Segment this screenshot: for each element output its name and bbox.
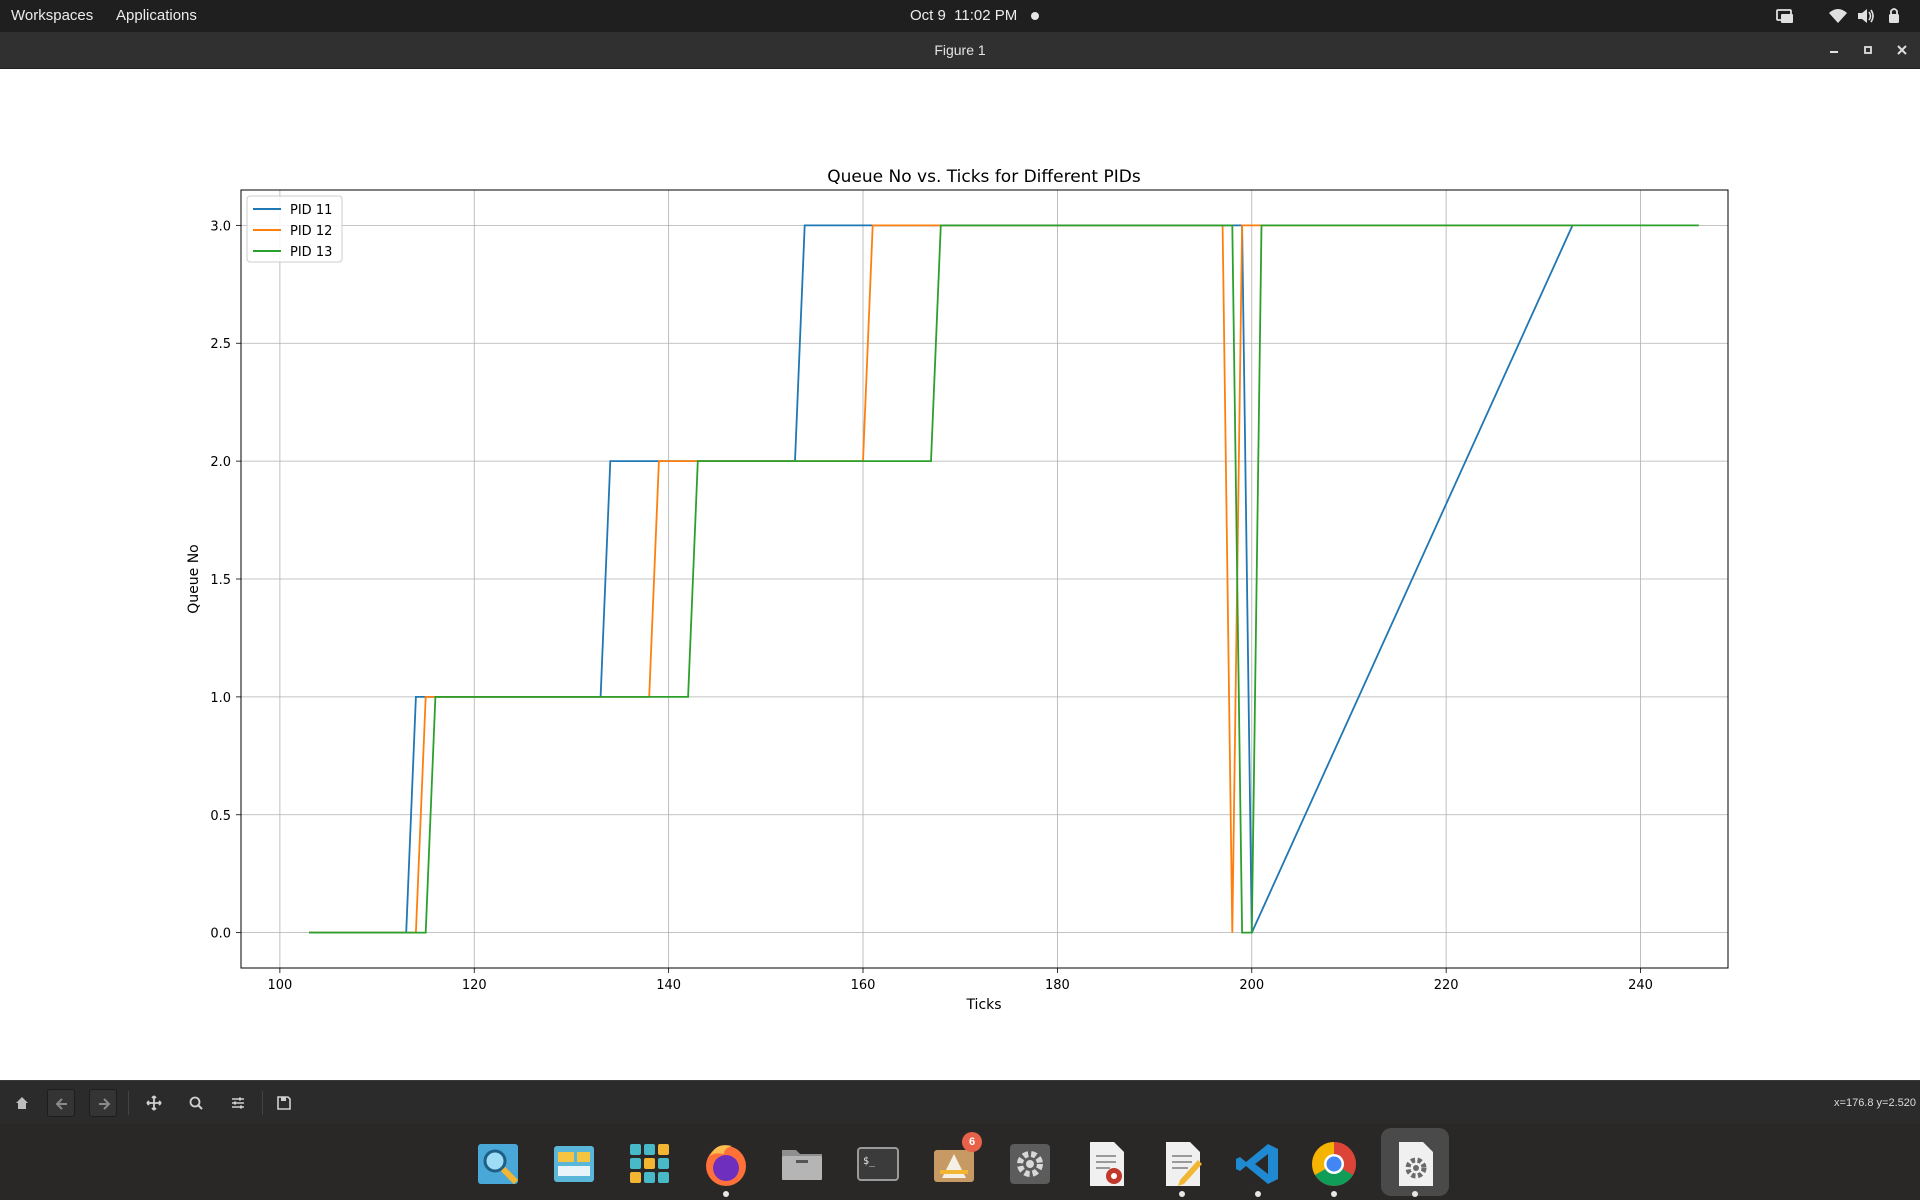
legend-label: PID 12 <box>290 224 332 239</box>
series-lines <box>309 224 1699 934</box>
files-app-icon <box>782 1150 822 1180</box>
x-tick-label: 220 <box>1434 978 1459 993</box>
app-grid-icon <box>630 1144 669 1183</box>
vscode-app-icon <box>1236 1144 1278 1184</box>
running-indicator <box>1412 1191 1418 1197</box>
configure-subplots-icon <box>232 1097 244 1109</box>
y-tick-label: 2.5 <box>210 337 231 352</box>
maximize-icon[interactable] <box>1858 40 1878 60</box>
ticks: 100 120 140 160 180 200 220 240 0.0 0.5 1.0 1.5 2.0 2… <box>210 219 1653 993</box>
volume-icon[interactable] <box>1856 6 1876 26</box>
dock-software-center-app[interactable]: 6 <box>920 1128 988 1196</box>
firefox-app-icon <box>706 1145 746 1186</box>
save-button[interactable] <box>270 1089 298 1117</box>
clock[interactable]: Oct 9 11:02 PM <box>910 7 1018 24</box>
power-icon[interactable] <box>1884 6 1904 26</box>
settings-app-icon <box>1010 1144 1050 1184</box>
running-indicator <box>723 1191 729 1197</box>
close-icon[interactable] <box>1892 40 1912 60</box>
software-center-app-icon <box>934 1150 974 1182</box>
chart-title: Queue No vs. Ticks for Different PIDs <box>827 167 1141 187</box>
display-icon[interactable] <box>1775 6 1795 26</box>
y-axis-label: Queue No <box>186 544 202 613</box>
x-tick-label: 100 <box>267 978 292 993</box>
dock-settings-app[interactable] <box>996 1128 1064 1196</box>
y-tick-label: 0.5 <box>210 809 231 824</box>
notification-badge: 6 <box>962 1132 982 1152</box>
series-line-pid-13 <box>309 224 1699 934</box>
dock: $_ 6 <box>0 1124 1920 1200</box>
legend: PID 11 PID 12 PID 13 <box>246 195 343 263</box>
dock-terminal-app[interactable]: $_ <box>844 1128 912 1196</box>
y-tick-label: 1.5 <box>210 573 231 588</box>
search-app-icon <box>478 1144 519 1185</box>
file-manager-app-icon <box>554 1146 594 1182</box>
grid <box>241 190 1728 968</box>
x-axis-label: Ticks <box>965 997 1001 1013</box>
dock-vscode-app[interactable] <box>1224 1128 1292 1197</box>
running-indicator <box>1179 1191 1185 1197</box>
legend-box <box>246 195 343 263</box>
terminal-app-icon: $_ <box>857 1147 899 1181</box>
svg-text:$_: $_ <box>863 1156 876 1167</box>
x-tick-label: 160 <box>851 978 876 993</box>
figure-canvas[interactable]: 100 120 140 160 180 200 220 240 0.0 0.5 1.0 1.5 2.0 2… <box>0 69 1920 1080</box>
home-icon <box>16 1097 28 1109</box>
dock-files-app[interactable] <box>768 1128 836 1196</box>
x-tick-label: 120 <box>462 978 487 993</box>
top-bar: Workspaces Applications Oct 9 11:02 PM <box>0 0 1920 32</box>
forward-button[interactable] <box>89 1089 117 1117</box>
forward-icon <box>99 1098 111 1110</box>
dock-settings-active-app[interactable] <box>1381 1128 1449 1197</box>
x-tick-label: 140 <box>656 978 681 993</box>
text-editor-app-icon <box>1166 1142 1202 1186</box>
dock-firefox-app[interactable] <box>692 1128 760 1197</box>
back-button[interactable] <box>47 1089 75 1117</box>
document-viewer-app-icon <box>1090 1142 1124 1186</box>
configure-subplots-button[interactable] <box>224 1089 252 1117</box>
back-icon <box>55 1098 67 1110</box>
save-icon <box>277 1096 291 1110</box>
window-title: Figure 1 <box>934 42 986 58</box>
toolbar-separator <box>262 1091 263 1115</box>
y-tick-label: 1.0 <box>210 691 231 706</box>
line-chart: 100 120 140 160 180 200 220 240 0.0 0.5 1.0 1.5 2.0 2… <box>186 167 1729 1013</box>
coordinate-readout: x=176.8 y=2.520 <box>1834 1097 1916 1109</box>
running-indicator <box>1331 1191 1337 1197</box>
y-tick-label: 3.0 <box>210 219 231 234</box>
dock-document-viewer-app[interactable] <box>1072 1128 1140 1196</box>
running-indicator <box>1255 1191 1261 1197</box>
y-tick-label: 0.0 <box>210 927 231 942</box>
dock-text-editor-app[interactable] <box>1148 1128 1216 1197</box>
legend-label: PID 11 <box>290 203 332 218</box>
home-button[interactable] <box>8 1089 36 1117</box>
x-tick-label: 180 <box>1045 978 1070 993</box>
matplotlib-toolbar: x=176.8 y=2.520 <box>0 1080 1920 1125</box>
chrome-app-icon <box>1312 1142 1356 1186</box>
zoom-button[interactable] <box>182 1089 210 1117</box>
zoom-icon <box>189 1096 203 1110</box>
dock-search-app[interactable] <box>464 1128 532 1196</box>
window-title-bar[interactable]: Figure 1 <box>0 32 1920 69</box>
dock-chrome-app[interactable] <box>1300 1128 1368 1197</box>
dock-app-grid[interactable] <box>616 1128 684 1196</box>
applications-menu[interactable]: Applications <box>116 7 197 24</box>
notification-dot-icon <box>1031 12 1039 20</box>
y-tick-label: 2.0 <box>210 455 231 470</box>
pan-button[interactable] <box>140 1089 168 1117</box>
legend-label: PID 13 <box>290 245 332 260</box>
dock-file-manager-app[interactable] <box>540 1128 608 1196</box>
pan-icon <box>146 1095 162 1111</box>
toolbar-separator <box>128 1091 129 1115</box>
workspaces-menu[interactable]: Workspaces <box>11 7 94 24</box>
wifi-icon[interactable] <box>1828 6 1848 26</box>
x-tick-label: 240 <box>1628 978 1653 993</box>
settings-document-icon <box>1399 1142 1433 1186</box>
minimize-icon[interactable] <box>1824 40 1844 60</box>
x-tick-label: 200 <box>1239 978 1264 993</box>
